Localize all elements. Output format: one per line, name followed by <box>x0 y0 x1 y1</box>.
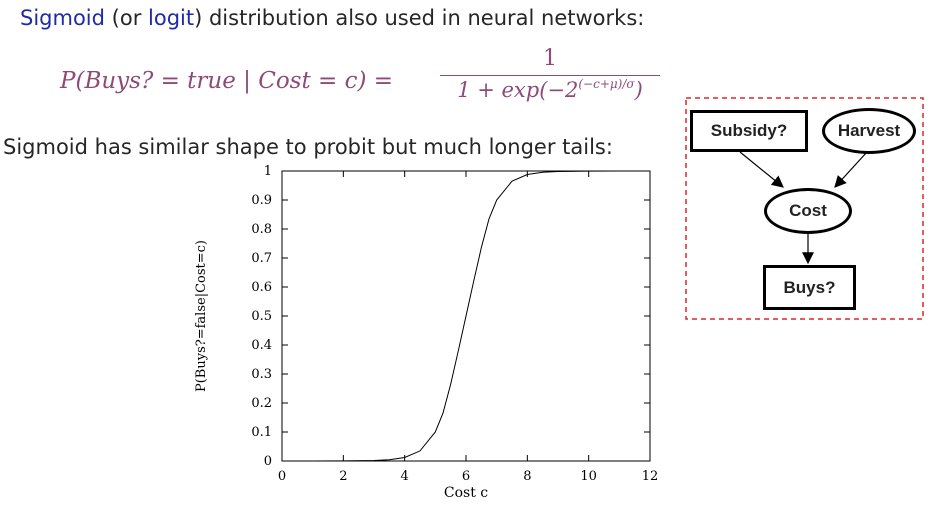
arrow-subsidy-cost <box>739 151 784 188</box>
formula-fraction: 1 1 + exp(−2(−c+μ)/σ) <box>440 46 660 102</box>
logit-term: logit <box>148 6 195 30</box>
sigmoid-curve <box>282 170 650 462</box>
y-ticks: 0 0.1 0.2 0.3 0.4 0.5 0.6 0.7 0.8 0.9 1 <box>251 164 650 469</box>
y-tick-label: 0 <box>264 454 272 469</box>
x-tick-label: 6 <box>462 469 470 484</box>
node-subsidy: Subsidy? <box>690 110 808 152</box>
y-tick-label: 0.2 <box>251 396 272 411</box>
x-axis-label: Cost c <box>444 485 488 501</box>
formula-lhs: P(Buys? = true | Cost = c) = <box>60 68 394 94</box>
arrow-harvest-cost <box>834 151 868 188</box>
y-tick-label: 0.9 <box>251 193 272 208</box>
y-tick-label: 1 <box>264 164 272 179</box>
y-axis-label: P(Buys?=false|Cost=c) <box>194 240 209 392</box>
sigmoid-term: Sigmoid <box>20 6 105 30</box>
x-tick-label: 0 <box>278 469 286 484</box>
fraction-bar <box>440 75 660 76</box>
x-tick-label: 4 <box>401 469 409 484</box>
denominator-close: ) <box>634 78 643 102</box>
y-tick-label: 0.7 <box>251 251 272 266</box>
node-cost: Cost <box>764 188 852 234</box>
x-tick-label: 8 <box>523 469 531 484</box>
intro-rest: ) distribution also used in neural netwo… <box>194 6 645 30</box>
y-tick-label: 0.5 <box>251 309 272 324</box>
formula-numerator: 1 <box>543 46 557 71</box>
formula-denominator: 1 + exp(−2(−c+μ)/σ) <box>440 77 660 102</box>
intro-text: Sigmoid (or logit) distribution also use… <box>20 6 644 30</box>
node-harvest: Harvest <box>822 108 916 154</box>
network-frame <box>685 97 924 320</box>
y-tick-label: 0.3 <box>251 367 272 382</box>
node-buys: Buys? <box>763 265 856 310</box>
y-tick-label: 0.6 <box>251 280 272 295</box>
denominator-exponent: (−c+μ)/σ <box>578 77 635 91</box>
y-tick-label: 0.8 <box>251 222 272 237</box>
denominator-main: 1 + exp(−2 <box>457 78 579 102</box>
x-tick-label: 10 <box>580 469 597 484</box>
x-ticks: 0 2 4 6 8 10 12 <box>278 171 658 484</box>
intro-open: (or <box>111 6 149 30</box>
x-tick-label: 12 <box>642 469 659 484</box>
y-tick-label: 0.4 <box>251 338 272 353</box>
comparison-text: Sigmoid has similar shape to probit but … <box>3 135 613 159</box>
x-tick-label: 2 <box>339 469 347 484</box>
y-tick-label: 0.1 <box>251 425 272 440</box>
